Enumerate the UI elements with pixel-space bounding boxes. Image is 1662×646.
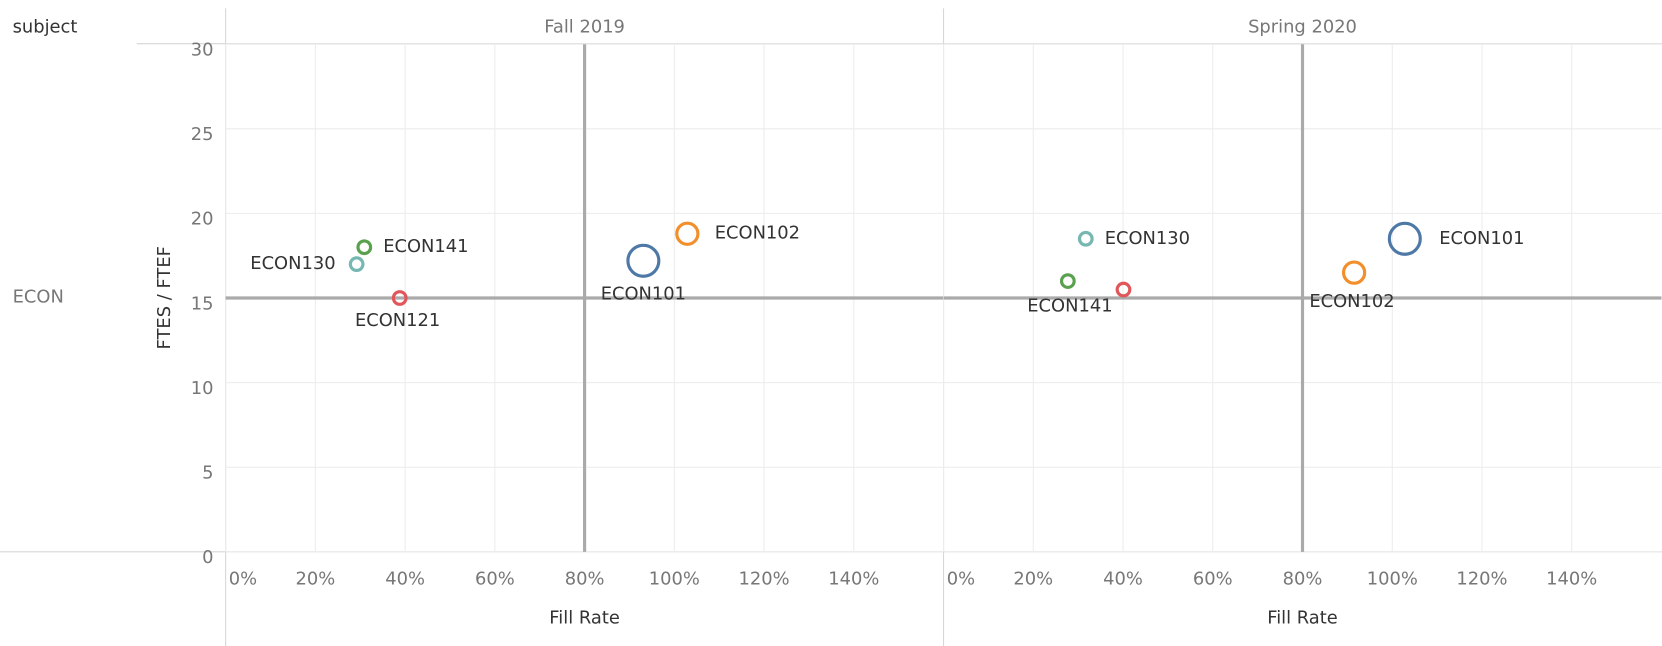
x-tick-label: 80% — [1283, 569, 1323, 590]
point — [1059, 273, 1076, 289]
point-label: ECON130 — [1105, 228, 1190, 249]
x-tick-label: 40% — [1103, 569, 1143, 590]
x-tick-label: 80% — [565, 569, 605, 590]
point-label: ECON102 — [1309, 291, 1394, 312]
x-tick-label: 120% — [739, 569, 790, 590]
x-tick-label: 20% — [296, 569, 336, 590]
x-tick-label: 140% — [1546, 569, 1597, 590]
x-tick-label: 0% — [947, 569, 975, 590]
x-tick-label: 60% — [475, 569, 515, 590]
y-tick-label: 30 — [191, 40, 214, 61]
row-label: ECON — [13, 287, 64, 308]
point — [1115, 281, 1132, 298]
point-label: ECON101 — [601, 283, 686, 304]
x-tick-label: 140% — [828, 569, 879, 590]
point — [348, 256, 365, 273]
x-tick-label: 0% — [229, 569, 257, 590]
y-tick-label: 5 — [202, 463, 213, 484]
point — [1077, 230, 1094, 247]
x-tick-label: 100% — [1367, 569, 1418, 590]
point-label: ECON102 — [715, 223, 800, 244]
x-axis-label: Fill Rate — [549, 608, 620, 629]
y-tick-label: 10 — [191, 378, 214, 399]
point-label: ECON141 — [383, 236, 468, 257]
x-axis-label: Fill Rate — [1267, 608, 1338, 629]
x-tick-label: 100% — [649, 569, 700, 590]
y-tick-label: 20 — [191, 209, 214, 230]
point — [1387, 221, 1422, 256]
point-label: ECON101 — [1439, 228, 1524, 249]
y-axis-label: FTES / FTEF — [154, 246, 175, 349]
x-tick-label: 120% — [1456, 569, 1507, 590]
panel-title: Spring 2020 — [1248, 16, 1357, 37]
y-tick-label: 0 — [202, 547, 213, 568]
header: subject — [13, 16, 78, 37]
x-tick-label: 40% — [385, 569, 425, 590]
point — [675, 221, 700, 246]
y-tick-label: 15 — [191, 293, 214, 314]
panel-title: Fall 2019 — [544, 16, 625, 37]
x-tick-label: 60% — [1193, 569, 1233, 590]
point — [626, 243, 661, 278]
point — [1341, 260, 1367, 285]
x-tick-label: 20% — [1013, 569, 1053, 590]
point-label: ECON130 — [250, 253, 335, 274]
point-label: ECON141 — [1027, 295, 1112, 316]
point — [356, 239, 373, 256]
y-tick-label: 25 — [191, 124, 214, 145]
point — [391, 290, 408, 306]
point-label: ECON121 — [355, 310, 440, 331]
